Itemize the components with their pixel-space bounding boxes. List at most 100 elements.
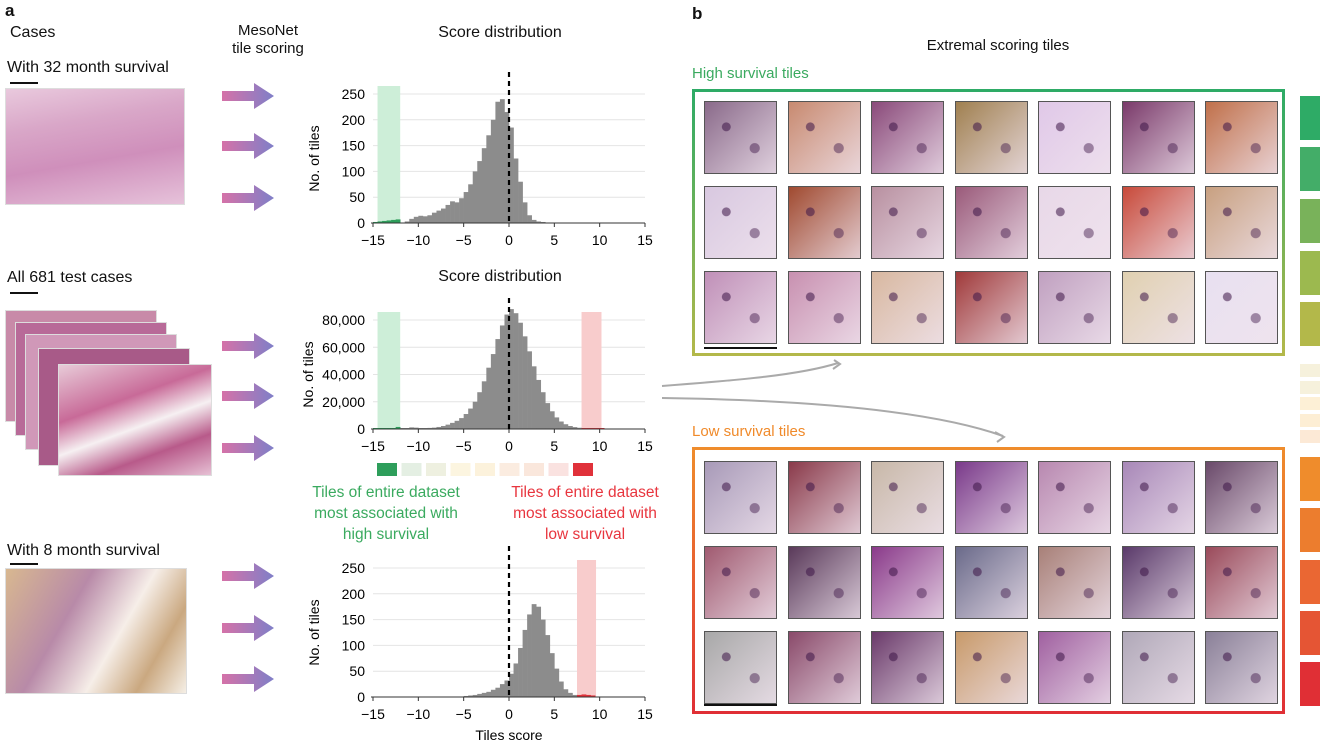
y-tick-label: 200: [342, 112, 366, 128]
arrow-icon: [222, 133, 274, 159]
histogram-bar: [513, 158, 519, 223]
y-tick-label: 60,000: [322, 339, 365, 355]
y-tick-label: 50: [349, 189, 365, 205]
histogram-bar: [509, 127, 514, 223]
histogram-bar: [445, 424, 451, 429]
y-tick-label: 0: [357, 215, 365, 231]
low-survival-tile: [954, 546, 1028, 619]
high-survival-band: [377, 86, 401, 223]
histogram-bar: [577, 694, 582, 697]
low-survival-tile: [1121, 461, 1195, 534]
arrowhead-icon: [994, 431, 1006, 443]
histogram-bar: [590, 695, 596, 697]
colorbar-cell: [1300, 364, 1320, 377]
histogram-bar: [404, 221, 410, 223]
high-survival-tile: [787, 271, 861, 344]
score-strip-cell: [499, 463, 520, 476]
high-survival-tile: [1205, 186, 1278, 259]
colorbar-cell: [1300, 302, 1320, 346]
y-tick-label: 0: [357, 689, 365, 705]
low-survival-tile: [1038, 546, 1111, 619]
high-survival-tile: [1121, 186, 1195, 259]
histogram-bar: [409, 427, 415, 429]
high-survival-tile: [954, 271, 1028, 344]
high-survival-tile: [954, 186, 1028, 259]
histogram-bar: [527, 614, 532, 697]
x-tick-label: −10: [406, 706, 430, 722]
histogram-bar: [554, 417, 560, 429]
histogram-bar: [436, 426, 442, 429]
histogram-bar: [431, 427, 437, 429]
colorbar-cell: [1300, 96, 1320, 140]
histogram-bar: [518, 647, 523, 697]
x-tick-label: −5: [456, 438, 472, 454]
histogram-bar: [481, 692, 487, 697]
x-tick-label: −5: [456, 706, 472, 722]
histogram-bar: [540, 392, 546, 429]
histogram-bar: [495, 101, 501, 223]
low-survival-tile: [787, 546, 861, 619]
colorbar-cell: [1300, 414, 1320, 427]
histogram-bar: [454, 202, 460, 223]
histogram-bar: [572, 694, 578, 697]
x-axis-label: Tiles score: [475, 727, 542, 743]
histogram-bar: [536, 221, 542, 223]
y-tick-label: 100: [342, 163, 366, 179]
scoring-header-line1: MesoNet: [237, 22, 299, 39]
histogram-bar: [518, 322, 523, 429]
score-strip-cell: [377, 463, 397, 476]
arrow-icon: [222, 185, 274, 211]
high-survival-tile: [871, 186, 944, 259]
high-survival-tile: [1121, 101, 1195, 174]
arrow-icon: [222, 615, 274, 641]
colorbar-cell: [1300, 662, 1320, 706]
histogram-bar: [382, 220, 387, 223]
colorbar-cell: [1300, 397, 1320, 410]
histogram-bar: [468, 184, 474, 223]
x-tick-label: 10: [592, 438, 608, 454]
low-survival-tile: [1205, 546, 1278, 619]
score-strip-cell: [426, 463, 446, 476]
scale-bar: [10, 82, 38, 84]
histogram-bar: [513, 313, 519, 429]
histogram-bar: [495, 339, 501, 429]
histogram-bar: [472, 694, 478, 697]
y-tick-label: 100: [342, 637, 366, 653]
score-strip-cell: [401, 463, 422, 476]
histogram-bar: [558, 681, 564, 697]
y-tick-label: 250: [342, 86, 366, 102]
histogram-bar: [527, 351, 532, 429]
histogram-bar: [377, 221, 383, 223]
y-tick-label: 150: [342, 138, 366, 154]
x-tick-label: 5: [550, 438, 558, 454]
histogram-bar: [567, 426, 573, 429]
high-survival-tile: [871, 101, 944, 174]
arrow-icon: [222, 435, 274, 461]
histogram-bar: [486, 135, 492, 223]
low-survival-tile: [871, 461, 944, 534]
low-survival-tile: [1121, 631, 1195, 704]
dist-title-mid: Score distribution: [438, 268, 562, 285]
scale-bar: [704, 704, 777, 706]
high-survival-tile: [954, 101, 1028, 174]
low-survival-tile: [704, 631, 777, 704]
histogram-bar: [509, 309, 514, 429]
histogram-bar: [577, 427, 582, 429]
histogram-bar: [463, 414, 469, 429]
low-survival-tile: [1205, 631, 1278, 704]
histogram-bar: [558, 421, 564, 429]
low-survival-tile: [954, 461, 1028, 534]
high-survival-band: [377, 312, 401, 429]
colorbar-cell: [1300, 430, 1320, 443]
high-survival-tile: [1121, 271, 1195, 344]
score-strip-cell: [450, 463, 471, 476]
x-tick-label: 15: [637, 232, 653, 248]
y-tick-label: 0: [357, 421, 365, 437]
y-tick-label: 40,000: [322, 367, 365, 383]
histogram-bar: [504, 112, 510, 223]
histogram-bar: [418, 215, 424, 223]
y-tick-label: 50: [349, 663, 365, 679]
histogram-bar: [441, 208, 446, 223]
x-tick-label: 15: [637, 438, 653, 454]
